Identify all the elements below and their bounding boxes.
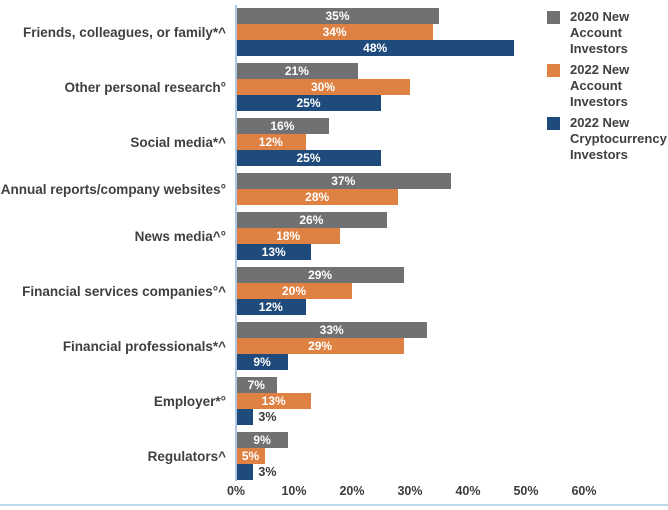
category-label: Friends, colleagues, or family*^ — [23, 24, 226, 40]
legend-swatch — [547, 64, 560, 77]
bar: 37% — [236, 173, 451, 189]
bar: 7% — [236, 377, 277, 393]
bar-value-label: 29% — [308, 268, 333, 282]
bar: 29% — [236, 267, 405, 283]
bar-value-label: 33% — [319, 323, 344, 337]
legend-swatch — [547, 11, 560, 24]
bar-value-label: 3% — [258, 465, 277, 479]
bar-value-label: 26% — [299, 213, 324, 227]
bar-value-label: 13% — [261, 394, 286, 408]
bar-value-label: 29% — [308, 339, 333, 353]
bar: 29% — [236, 338, 405, 354]
bar: 30% — [236, 79, 410, 95]
bar-value-label: 9% — [253, 355, 271, 369]
bar-value-label: 5% — [241, 449, 260, 463]
bar-value-label: 3% — [258, 410, 277, 424]
bar-value-label: 13% — [261, 245, 286, 259]
legend: 2020 New Account Investors 2022 New Account I… — [547, 9, 667, 163]
bar: 12% — [236, 299, 306, 315]
bar-value-label: 12% — [258, 135, 283, 149]
bar: 13% — [236, 393, 312, 409]
bar: 3% — [236, 409, 276, 425]
legend-item: 2022 New Cryptocurrency Investors — [547, 115, 667, 163]
category-label: Regulators^ — [147, 448, 226, 464]
bar-value-label: 12% — [258, 300, 283, 314]
bar: 5% — [236, 448, 265, 464]
x-tick-label: 30% — [397, 484, 423, 498]
category-label: Other personal research° — [64, 79, 226, 95]
bar-value-label: 9% — [253, 433, 271, 447]
bar: 33% — [236, 322, 428, 338]
bar: 12% — [236, 134, 306, 150]
bar: 25% — [236, 95, 381, 111]
bar-value-label: 16% — [270, 119, 295, 133]
x-tick-label: 60% — [571, 484, 597, 498]
category-label: Social media*^ — [130, 134, 226, 150]
bottom-divider-rule — [0, 504, 668, 506]
category-label: Annual reports/company websites° — [0, 181, 226, 197]
category-label: Financial services companies°^ — [22, 283, 226, 299]
legend-label: 2022 New Cryptocurrency Investors — [570, 115, 667, 162]
legend-item: 2020 New Account Investors — [547, 9, 667, 57]
bar: 9% — [236, 354, 289, 370]
y-axis-line — [235, 5, 237, 481]
bar: 25% — [236, 150, 381, 166]
bar-value-label: 25% — [296, 96, 321, 110]
x-tick-label: 0% — [226, 484, 246, 498]
bar: 48% — [236, 40, 515, 56]
bar-value-label: 35% — [325, 9, 350, 23]
bar: 3% — [236, 464, 276, 480]
x-tick-label: 10% — [281, 484, 307, 498]
bar: 26% — [236, 212, 387, 228]
legend-item: 2022 New Account Investors — [547, 62, 667, 110]
x-tick-label: 20% — [339, 484, 365, 498]
category-label: News media^° — [134, 228, 226, 244]
bar-value-label: 18% — [276, 229, 301, 243]
legend-label: 2020 New Account Investors — [570, 9, 630, 56]
bar-value-label: 48% — [363, 41, 388, 55]
bar-value-label: 7% — [247, 378, 265, 392]
bar-value-label: 37% — [331, 174, 356, 188]
bar: 20% — [236, 283, 352, 299]
legend-label: 2022 New Account Investors — [570, 62, 630, 109]
bar: 21% — [236, 63, 358, 79]
bar: 13% — [236, 244, 312, 260]
category-label: Financial professionals*^ — [62, 338, 226, 354]
bar-value-label: 25% — [296, 151, 321, 165]
bar-value-label: 21% — [284, 64, 309, 78]
category-label: Employer*° — [153, 393, 226, 409]
bar: 18% — [236, 228, 341, 244]
bar-value-label: 28% — [305, 190, 330, 204]
bar-value-label: 20% — [281, 284, 307, 298]
bar: 9% — [236, 432, 289, 448]
bar: 28% — [236, 189, 399, 205]
bar-value-label: 30% — [310, 80, 336, 94]
bar: 34% — [236, 24, 434, 40]
bar-value-label: 34% — [322, 25, 347, 39]
bar: 16% — [236, 118, 329, 134]
bar: 35% — [236, 8, 439, 24]
legend-swatch — [547, 117, 560, 130]
x-tick-label: 50% — [513, 484, 539, 498]
x-tick-label: 40% — [455, 484, 481, 498]
